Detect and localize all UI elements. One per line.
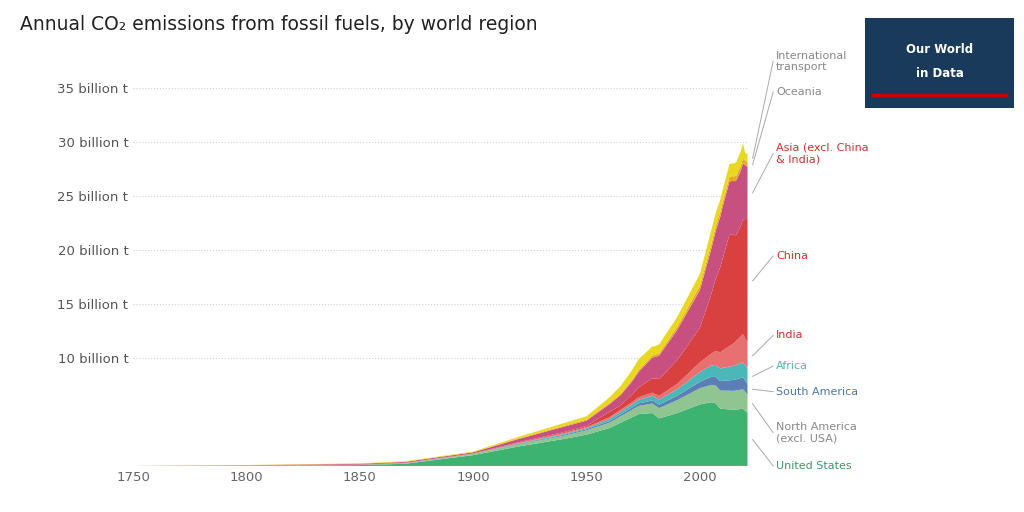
Text: Oceania: Oceania (776, 87, 822, 97)
Text: China: China (776, 251, 808, 261)
Text: Annual CO₂ emissions from fossil fuels, by world region: Annual CO₂ emissions from fossil fuels, … (20, 15, 538, 34)
Text: Africa: Africa (776, 361, 808, 371)
Text: International
transport: International transport (776, 51, 848, 72)
Text: India: India (776, 330, 804, 340)
Text: South America: South America (776, 387, 858, 397)
Text: Asia (excl. China
& India): Asia (excl. China & India) (776, 143, 868, 164)
Text: North America
(excl. USA): North America (excl. USA) (776, 422, 857, 443)
Text: United States: United States (776, 461, 852, 471)
Text: Our World: Our World (906, 43, 973, 56)
Text: in Data: in Data (915, 67, 964, 80)
